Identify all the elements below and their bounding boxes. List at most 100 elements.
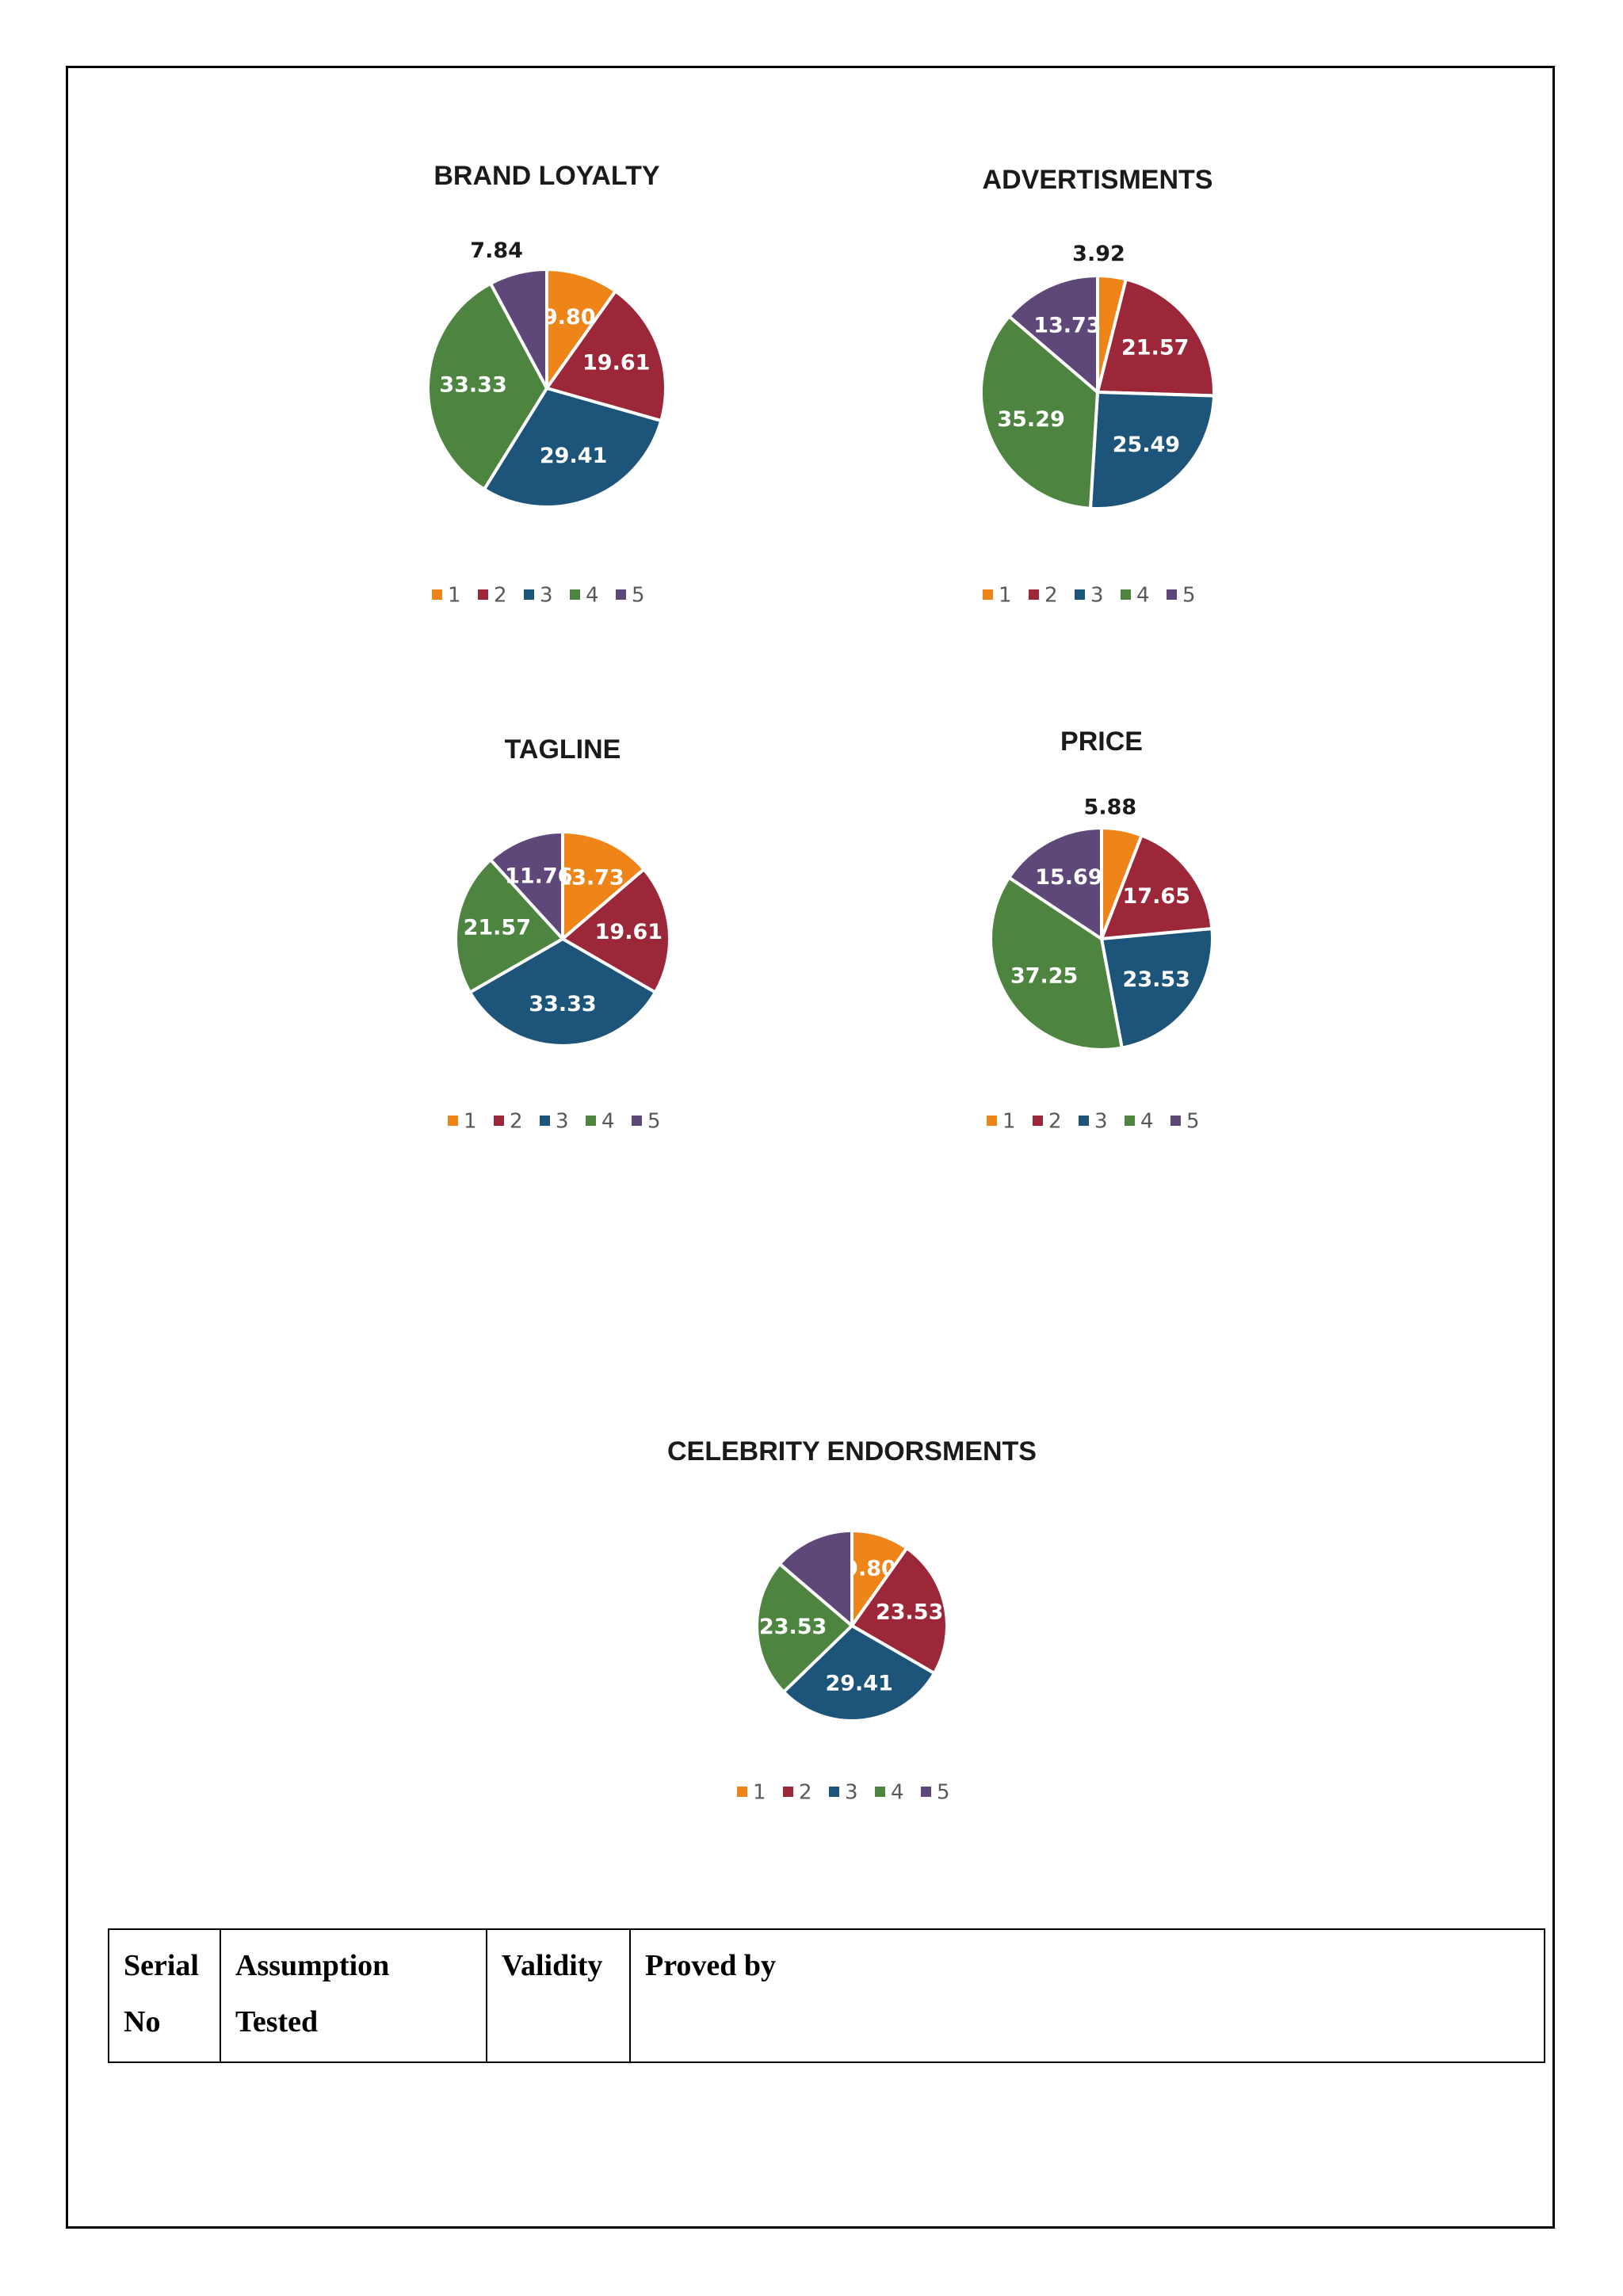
pie-slice-2 <box>1096 277 1216 398</box>
legend-label-2: 2 <box>494 584 507 608</box>
data-label-4: 23.53 <box>759 1615 827 1639</box>
legend-swatch-5 <box>632 1116 642 1126</box>
data-label-4: 37.25 <box>1010 963 1078 988</box>
legend-label-2: 2 <box>799 1781 812 1805</box>
legend-swatch-3 <box>540 1116 550 1126</box>
chart-title: TAGLINE <box>505 734 621 765</box>
legend-swatch-5 <box>1170 1116 1181 1126</box>
chart-title: ADVERTISMENTS <box>983 165 1213 195</box>
legend-swatch-4 <box>570 589 580 600</box>
legend-label-5: 5 <box>1186 1110 1200 1134</box>
legend-swatch-2 <box>494 1116 504 1126</box>
legend-swatch-5 <box>616 589 626 600</box>
col-header-proved-by: Proved by <box>629 1928 1545 2063</box>
pie-slice-4 <box>454 858 564 994</box>
pie-slice-1 <box>545 268 617 390</box>
data-label-1: 13.73 <box>556 865 624 890</box>
col-header-serial-no: Serial No <box>108 1928 221 2063</box>
legend-label-5: 5 <box>937 1781 950 1805</box>
data-label-2: 21.57 <box>1121 336 1189 360</box>
data-label-3: 23.53 <box>1123 967 1190 992</box>
data-label-5: 7.84 <box>470 238 523 263</box>
legend-label-4: 4 <box>601 1110 615 1134</box>
data-label-1: 3.92 <box>1072 242 1125 266</box>
legend-swatch-3 <box>1079 1116 1089 1126</box>
legend-label-5: 5 <box>1182 584 1196 608</box>
legend-label-3: 3 <box>540 584 553 608</box>
pie-slice-3 <box>1100 927 1214 1050</box>
data-label-4: 33.33 <box>439 373 506 398</box>
data-label-1: 9.80 <box>543 305 596 330</box>
legend-swatch-4 <box>1121 589 1131 600</box>
data-label-2: 19.61 <box>595 920 663 944</box>
data-label-2: 23.53 <box>876 1600 943 1625</box>
legend-label-4: 4 <box>586 584 599 608</box>
legend-swatch-4 <box>586 1116 596 1126</box>
pie-chart-celebrity-endorsments: CELEBRITY ENDORSMENTS 9.80 23.53 29.41 23.53… <box>662 1430 1042 1818</box>
data-label-2: 19.61 <box>582 351 650 376</box>
legend-swatch-1 <box>983 589 993 600</box>
data-label-1: 5.88 <box>1084 795 1137 819</box>
pie-slice-5 <box>489 268 548 390</box>
data-label-3: 29.41 <box>825 1671 892 1695</box>
legend-swatch-1 <box>448 1116 458 1126</box>
legend-swatch-1 <box>987 1116 997 1126</box>
legend-swatch-3 <box>524 589 534 600</box>
legend-label-3: 3 <box>556 1110 569 1134</box>
legend-swatch-1 <box>432 589 442 600</box>
legend-label-3: 3 <box>845 1781 858 1805</box>
data-label-4: 35.29 <box>997 407 1064 432</box>
pie-slice-2 <box>561 868 671 994</box>
chart-title: PRICE <box>1060 727 1143 757</box>
pie-slice-3 <box>1088 391 1216 510</box>
pie-chart-brand-loyalty: BRAND LOYALTY 9.80 19.61 29.41 33.33 7.84 1 2 3 4… <box>396 154 697 630</box>
legend-label-1: 1 <box>1002 1110 1016 1134</box>
legend-label-5: 5 <box>647 1110 661 1134</box>
legend-label-1: 1 <box>464 1110 477 1134</box>
legend-swatch-1 <box>737 1787 747 1797</box>
legend-label-1: 1 <box>448 584 461 608</box>
legend-swatch-5 <box>921 1787 931 1797</box>
legend-label-1: 1 <box>753 1781 766 1805</box>
legend-label-3: 3 <box>1094 1110 1108 1134</box>
pie-slice-5 <box>1007 826 1103 940</box>
chart-title: CELEBRITY ENDORSMENTS <box>667 1436 1037 1466</box>
legend-swatch-2 <box>783 1787 793 1797</box>
col-header-assumption-tested: Assumption Tested <box>220 1928 487 2063</box>
pie-slice-3 <box>781 1624 936 1722</box>
legend-label-2: 2 <box>1048 1110 1062 1134</box>
pie-chart-price: PRICE 5.88 17.65 23.53 37.25 15.69 1 2 3 4 5 <box>951 725 1252 1145</box>
data-label-5: 11.76 <box>505 864 572 888</box>
pie-slice-2 <box>850 1547 949 1675</box>
data-label-3: 29.41 <box>540 444 607 468</box>
chart-title: BRAND LOYALTY <box>433 161 660 191</box>
table-header-row: Serial No Assumption Tested Validity Pro… <box>108 1928 1545 2063</box>
legend-label-3: 3 <box>1090 584 1104 608</box>
data-label-4: 21.57 <box>464 916 531 940</box>
legend-label-2: 2 <box>510 1110 523 1134</box>
legend-swatch-3 <box>1075 589 1085 600</box>
data-label-5: 13.73 <box>1033 314 1101 338</box>
legend-label-5: 5 <box>632 584 645 608</box>
legend-label-2: 2 <box>1044 584 1058 608</box>
legend-swatch-2 <box>1029 589 1039 600</box>
pie-slice-4 <box>980 315 1099 510</box>
legend-label-4: 4 <box>1136 584 1150 608</box>
legend-label-4: 4 <box>891 1781 904 1805</box>
pie-slice-2 <box>1100 833 1214 940</box>
legend-swatch-2 <box>1033 1116 1043 1126</box>
pie-slice-4 <box>755 1562 854 1694</box>
legend-swatch-4 <box>1125 1116 1135 1126</box>
legend-label-1: 1 <box>999 584 1012 608</box>
legend-swatch-3 <box>829 1787 839 1797</box>
col-header-validity: Validity <box>486 1928 631 2063</box>
legend-swatch-5 <box>1167 589 1177 600</box>
legend-swatch-2 <box>478 589 488 600</box>
data-label-2: 17.65 <box>1123 884 1190 909</box>
pie-slice-5 <box>1007 274 1099 394</box>
data-label-5: 15.69 <box>1035 865 1102 890</box>
page-border <box>66 66 1555 2229</box>
data-label-3: 25.49 <box>1113 433 1180 457</box>
pie-slice-5 <box>489 830 564 940</box>
pie-chart-tagline: TAGLINE 13.73 19.61 33.33 21.57 11.76 1 2 3 4 5 <box>412 733 713 1145</box>
